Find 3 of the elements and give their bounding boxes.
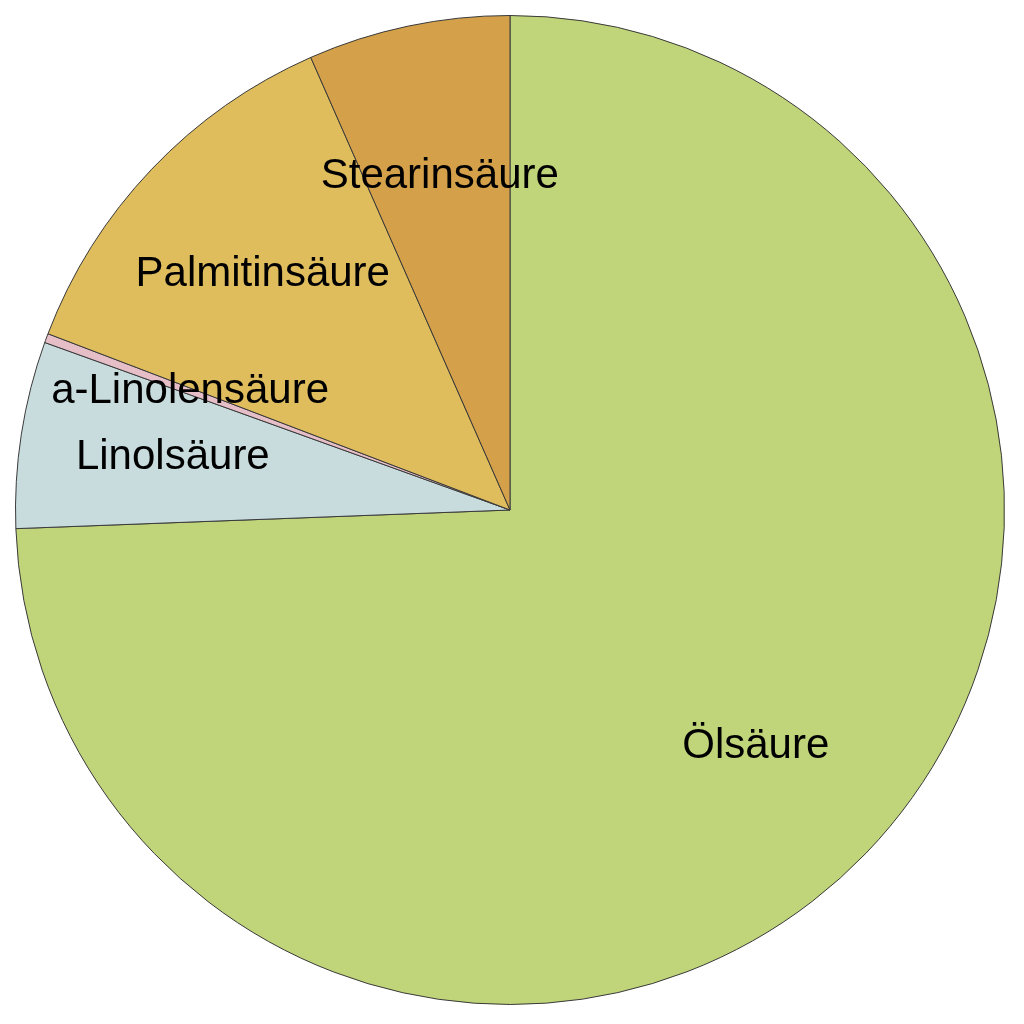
slice-label: Palmitinsäure: [135, 248, 390, 296]
slice-label: Linolsäure: [75, 431, 270, 479]
slice-label: Ölsäure: [682, 720, 830, 768]
